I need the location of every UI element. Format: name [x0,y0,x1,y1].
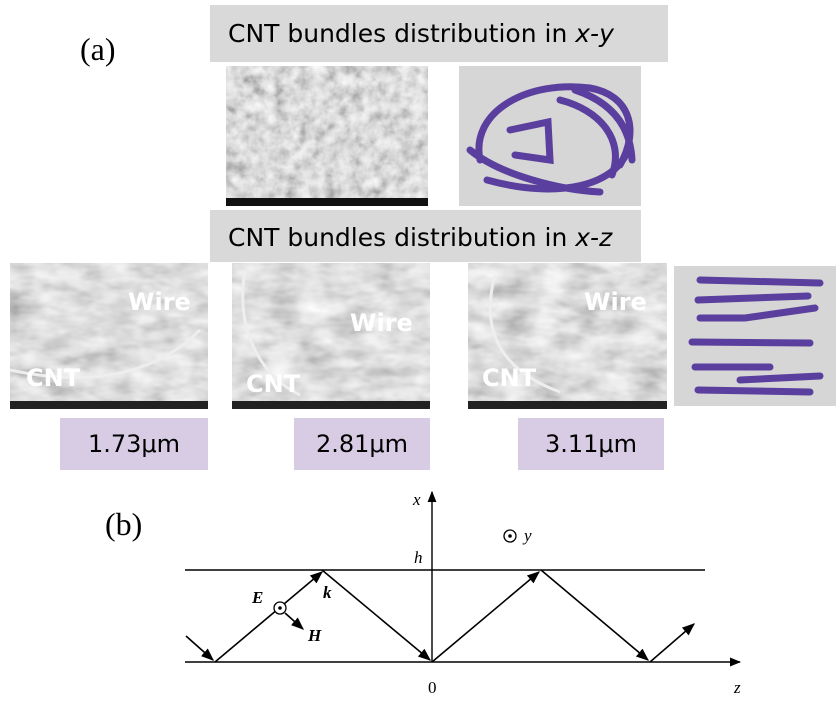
ray [322,570,430,660]
heading: CNT bundles distribution in x-y [228,19,615,48]
panel-label: (b) [105,506,142,542]
ray [186,636,213,660]
heading-text: CNT bundles distribution in [228,19,575,48]
h-field-arrow [285,613,303,629]
cnt-label: CNT [482,364,537,392]
sem-info-bar [468,401,667,409]
field-label: E [251,588,263,607]
heading-axes: x-y [574,19,615,48]
cnt-label: CNT [26,364,81,392]
height-label: h [414,548,423,567]
sem-image [226,66,428,206]
figure: (a) CNT bundles distribution in x-y CNT … [0,0,840,702]
y-axis-dot [508,534,512,538]
field-label: k [323,583,332,602]
e-field-dot [278,606,282,610]
ray [650,624,694,662]
waveguide-diagram [185,492,740,662]
axis-label: z [733,678,741,697]
thickness-label: 3.11μm [545,430,637,458]
thickness-label: 2.81μm [316,430,408,458]
wire-label: Wire [350,309,413,337]
heading-text: CNT bundles distribution in [228,223,575,252]
sem-info-bar [10,401,208,409]
heading: CNT bundles distribution in x-z [228,223,613,252]
origin-label: 0 [428,678,437,697]
sem-info-bar [226,198,428,206]
wire-label: Wire [584,288,647,316]
wire-label: Wire [128,288,191,316]
field-label: H [307,626,322,645]
ray [432,572,539,662]
axis-label: x [412,490,421,509]
ray [541,570,648,660]
axis-label: y [522,526,532,545]
heading-axes: x-z [574,223,613,252]
ray [215,572,322,662]
cnt-label: CNT [246,370,301,398]
bundle-model-image [674,266,836,406]
panel-label: (a) [80,31,116,67]
sem-info-bar [232,401,430,409]
sem-row: Wire CNT Wire CNT Wire CNT [10,263,667,409]
page: {"panel_a": {"label": "(a)", "xy_heading… [0,0,840,702]
thickness-label: 1.73μm [88,430,180,458]
